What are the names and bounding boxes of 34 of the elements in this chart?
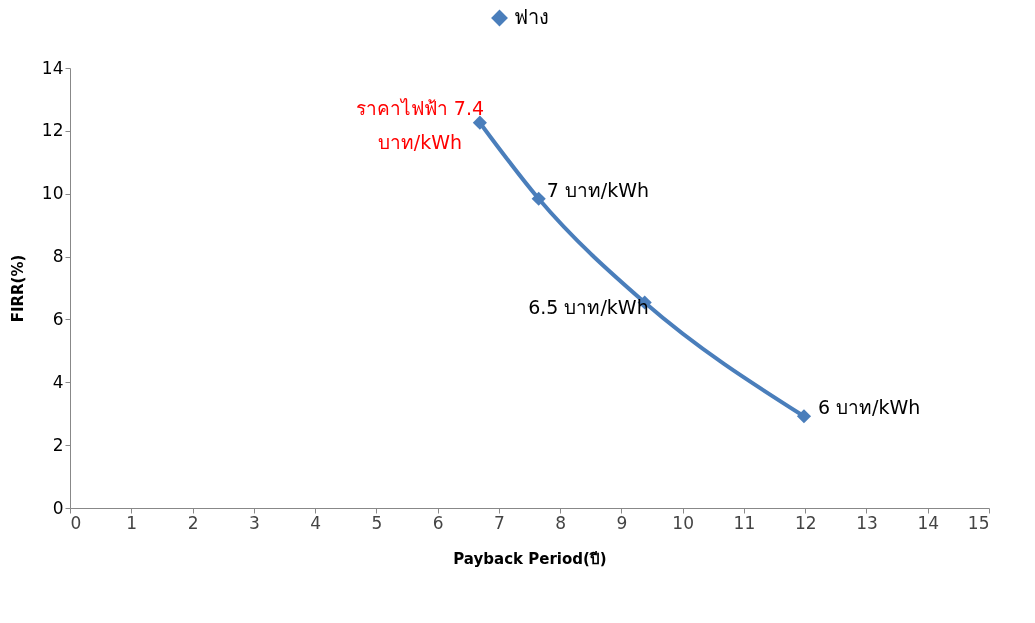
x-tick-label: 7 bbox=[493, 512, 505, 533]
legend-label: ฟาง bbox=[513, 5, 549, 29]
x-tick-label: 15 bbox=[967, 512, 990, 533]
x-tick-label: 4 bbox=[310, 512, 321, 533]
point bbox=[531, 191, 546, 206]
annotation: 7 บาท/kWh bbox=[546, 178, 650, 201]
x-tick-label: 12 bbox=[794, 512, 817, 533]
x-tick-label: 14 bbox=[917, 512, 940, 533]
x-tick-label: 10 bbox=[672, 512, 694, 533]
x-tick-label: 3 bbox=[248, 512, 260, 533]
x-tick-label: 9 bbox=[616, 512, 628, 533]
point bbox=[472, 115, 487, 130]
x-tick-label: 5 bbox=[371, 512, 383, 533]
x-tick-label: 8 bbox=[555, 512, 567, 533]
x-tick-label: 1 bbox=[126, 512, 138, 533]
annotation: ราคาไฟฟ้า 7.4 บาท/kWh bbox=[355, 96, 485, 153]
y-tick-label: 0 bbox=[52, 497, 64, 518]
y-tick-label: 10 bbox=[41, 183, 64, 204]
x-axis-title: Payback Period(ปี) bbox=[453, 549, 607, 568]
x-tick-label: 0 bbox=[70, 512, 82, 533]
y-tick-label: 4 bbox=[52, 371, 64, 392]
y-tick-label: 6 bbox=[52, 308, 64, 329]
x-tick-label: 11 bbox=[733, 512, 756, 533]
x-tick-label: 13 bbox=[856, 512, 878, 533]
x-tick-label: 6 bbox=[432, 512, 444, 533]
annotation: 6 บาท/kWh bbox=[817, 396, 921, 419]
annotation: 6.5 บาท/kWh bbox=[528, 296, 649, 319]
x-tick-label: 2 bbox=[187, 512, 199, 533]
y-tick-label: 2 bbox=[52, 434, 64, 455]
point bbox=[796, 409, 812, 424]
y-tick-label: 14 bbox=[41, 57, 64, 78]
y-axis-title: FIRR(%) bbox=[8, 254, 27, 323]
y-tick-label: 8 bbox=[52, 246, 64, 267]
y-tick-label: 12 bbox=[41, 120, 64, 141]
